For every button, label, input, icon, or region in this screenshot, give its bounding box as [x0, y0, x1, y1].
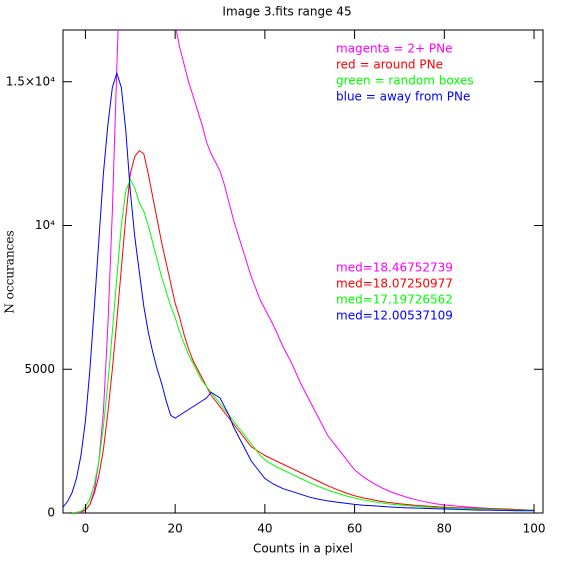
y-tick-label: 5000: [24, 362, 55, 376]
x-tick-label: 60: [347, 522, 362, 536]
legend-entry: red = around PNe: [336, 58, 443, 72]
x-tick-label: 100: [523, 522, 546, 536]
annotation: med=12.00537109: [336, 309, 453, 323]
x-axis-label: Counts in a pixel: [253, 542, 353, 556]
series-line: [63, 178, 535, 513]
y-axis-label: N occurances: [3, 230, 17, 313]
annotation: med=17.19726562: [336, 293, 453, 307]
series-line: [63, 71, 535, 512]
chart-title: Image 3.fits range 45: [222, 5, 351, 19]
legend-entry: blue = away from PNe: [336, 90, 470, 104]
x-tick-label: 0: [82, 522, 90, 536]
series-line: [63, 150, 535, 513]
series-line: [63, 30, 535, 513]
legend-entry: green = random boxes: [336, 74, 474, 88]
x-tick-label: 40: [257, 522, 272, 536]
y-tick-label: 0: [47, 506, 55, 520]
plot-frame: [62, 29, 544, 514]
y-tick-label: 1.5×10⁴: [6, 74, 55, 88]
x-tick-label: 80: [437, 522, 452, 536]
y-tick-label: 10⁴: [35, 218, 55, 232]
annotation: med=18.46752739: [336, 261, 453, 275]
plot-area: [63, 30, 535, 513]
x-tick-label: 20: [168, 522, 183, 536]
legend-entry: magenta = 2+ PNe: [336, 42, 453, 56]
annotation: med=18.07250977: [336, 277, 453, 291]
